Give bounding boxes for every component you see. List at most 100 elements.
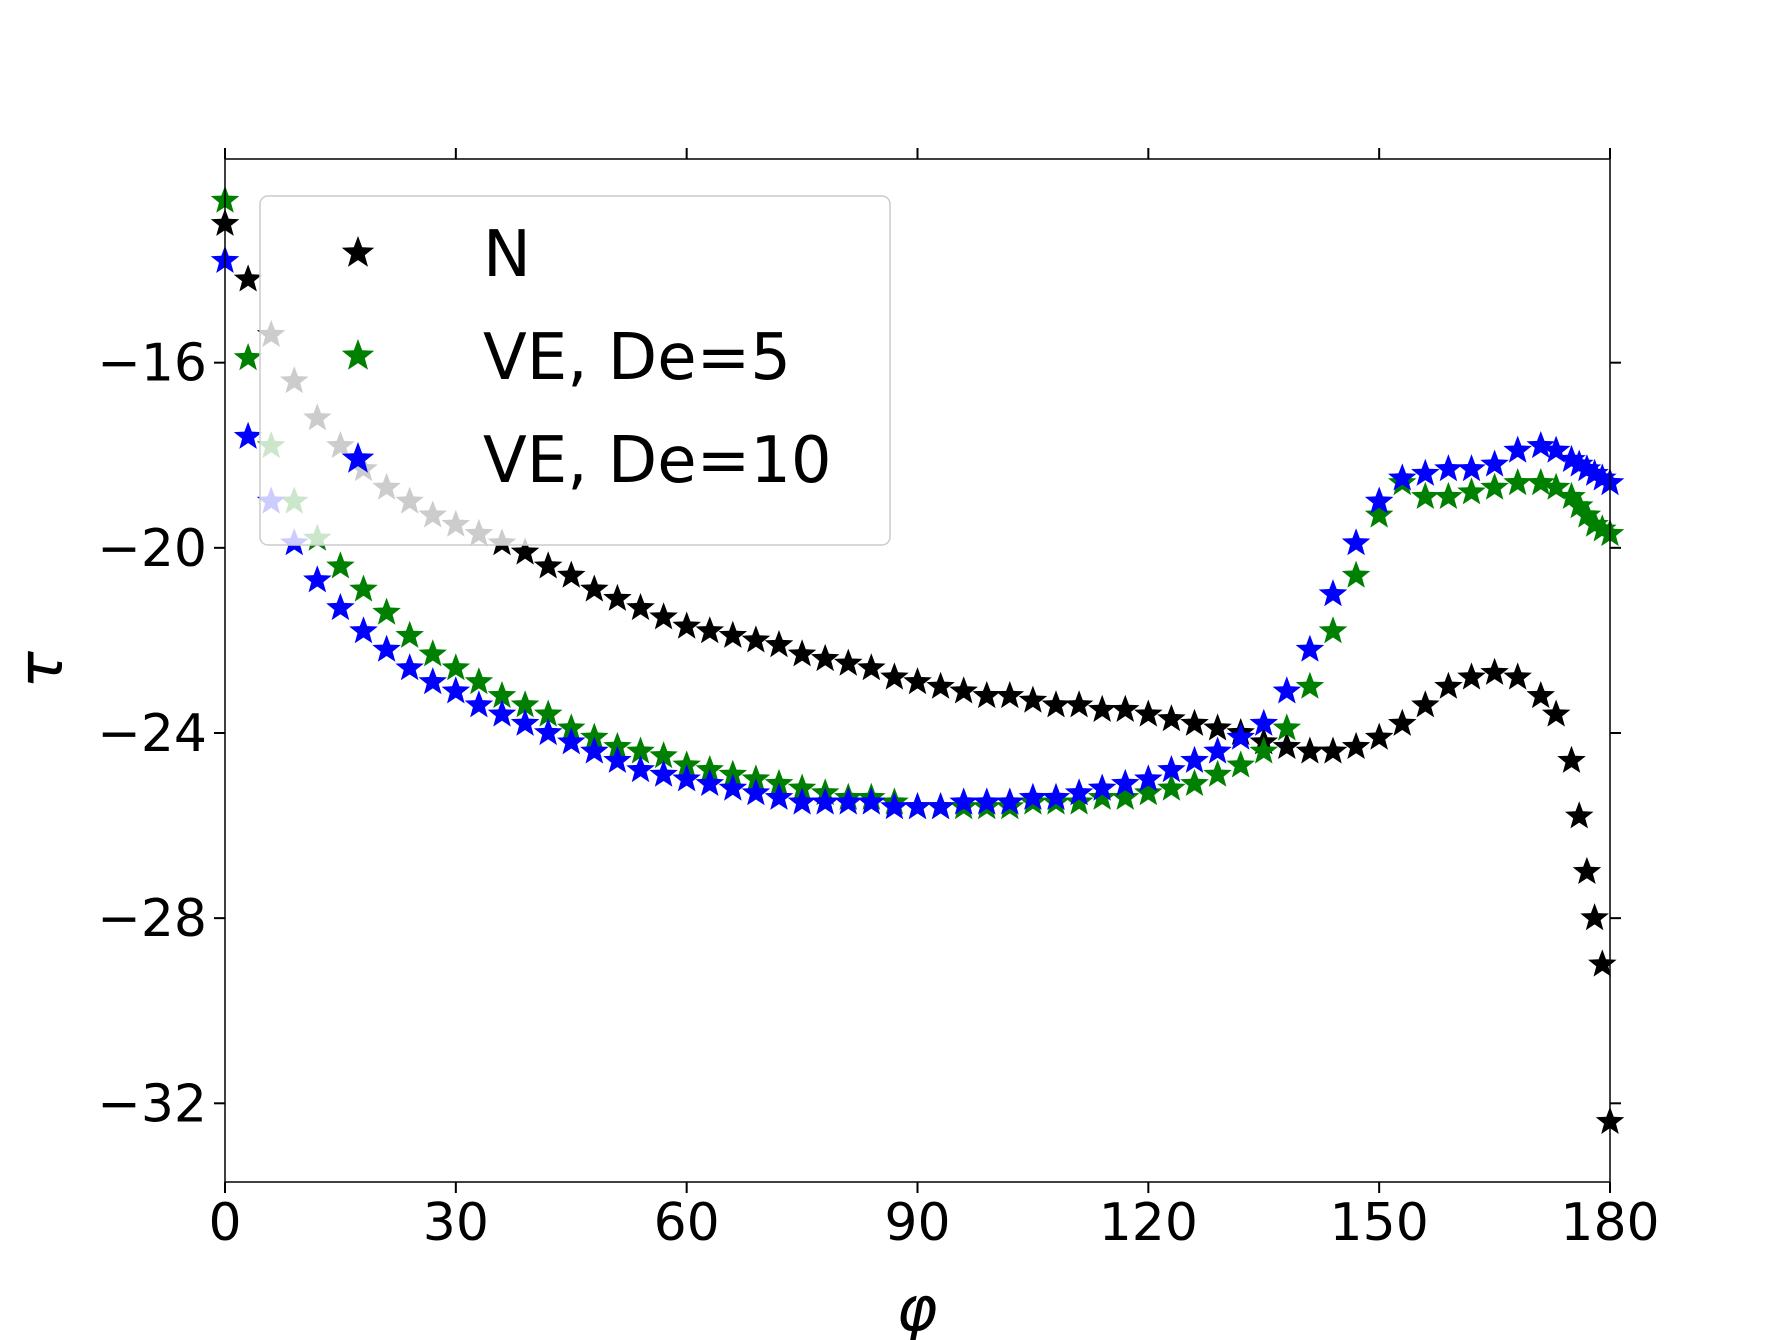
star-marker <box>1249 736 1278 764</box>
star-marker <box>1565 801 1594 829</box>
star-marker <box>1526 681 1555 709</box>
star-marker <box>1388 708 1417 736</box>
star-marker <box>1557 444 1586 472</box>
star-marker <box>1457 454 1486 482</box>
star-marker <box>395 653 424 681</box>
star-marker <box>1087 782 1117 810</box>
star-marker <box>233 264 263 292</box>
star-marker <box>510 708 540 736</box>
star-marker <box>441 653 471 681</box>
star-marker <box>233 343 263 371</box>
star-marker <box>903 792 932 820</box>
star-marker <box>1341 560 1371 588</box>
x-tick-label: 0 <box>208 1193 241 1253</box>
star-marker <box>1541 472 1571 500</box>
star-marker <box>1364 722 1394 750</box>
star-marker <box>1580 458 1609 486</box>
star-marker <box>1249 708 1278 736</box>
star-marker <box>1572 454 1602 482</box>
star-marker <box>857 653 886 681</box>
star-marker <box>834 648 863 676</box>
x-tick-label: 120 <box>1099 1193 1198 1253</box>
star-marker <box>672 611 701 639</box>
star-marker <box>1565 491 1594 519</box>
star-marker <box>949 676 978 704</box>
star-marker <box>972 787 1001 815</box>
star-marker <box>1134 764 1163 792</box>
star-marker <box>1364 500 1394 528</box>
star-marker <box>1157 773 1186 801</box>
star-marker <box>533 699 563 727</box>
star-marker <box>441 676 471 704</box>
star-marker <box>372 597 401 625</box>
star-marker <box>487 681 517 709</box>
star-marker <box>1503 468 1532 496</box>
star-marker <box>1526 468 1555 496</box>
star-marker <box>557 713 586 741</box>
star-marker <box>1364 486 1394 514</box>
star-marker <box>580 736 609 764</box>
star-marker <box>349 574 378 602</box>
star-marker <box>1295 671 1325 699</box>
star-marker <box>695 616 724 644</box>
legend-label: VE, De=5 <box>483 321 791 395</box>
star-marker <box>626 736 655 764</box>
star-marker <box>580 722 609 750</box>
star-marker <box>1503 662 1532 690</box>
star-marker <box>741 778 771 806</box>
star-marker <box>1018 685 1048 713</box>
star-marker <box>1588 514 1617 542</box>
star-marker <box>557 727 586 755</box>
star-marker <box>1565 449 1594 477</box>
star-marker <box>764 782 794 810</box>
star-marker <box>718 759 748 787</box>
star-marker <box>1087 773 1117 801</box>
star-marker <box>1041 782 1071 810</box>
star-marker <box>741 625 771 653</box>
star-marker <box>418 639 447 667</box>
star-marker <box>649 759 678 787</box>
star-marker <box>857 787 886 815</box>
star-marker <box>1480 472 1509 500</box>
star-marker <box>1064 690 1094 718</box>
star-marker <box>1411 690 1440 718</box>
star-marker <box>1134 699 1163 727</box>
star-marker <box>926 792 955 820</box>
star-marker <box>995 681 1025 709</box>
star-marker <box>787 639 817 667</box>
star-marker <box>1157 704 1186 732</box>
star-marker <box>1457 662 1486 690</box>
star-marker <box>233 421 263 449</box>
x-tick-label: 30 <box>423 1193 489 1253</box>
star-marker <box>372 634 401 662</box>
star-marker <box>1580 509 1609 537</box>
star-marker <box>1064 787 1094 815</box>
star-marker <box>1457 477 1486 505</box>
star-marker <box>603 745 632 773</box>
star-marker <box>510 537 540 565</box>
star-marker <box>1318 579 1348 607</box>
star-marker <box>764 630 794 658</box>
star-marker <box>880 792 909 820</box>
y-tick-label: −28 <box>97 889 207 949</box>
star-marker <box>1203 736 1232 764</box>
star-marker <box>603 583 632 611</box>
star-marker <box>1572 500 1602 528</box>
star-marker <box>926 671 955 699</box>
legend-marker <box>341 339 375 370</box>
star-marker <box>787 787 817 815</box>
star-marker <box>672 764 701 792</box>
star-marker <box>903 667 932 695</box>
y-tick-label: −32 <box>97 1074 207 1134</box>
star-marker <box>1480 449 1509 477</box>
star-marker <box>1180 708 1209 736</box>
star-marker <box>1272 731 1302 759</box>
plot-frame <box>224 158 1611 1183</box>
y-tick-label: −24 <box>97 704 207 764</box>
star-marker <box>1111 768 1140 796</box>
star-marker <box>718 773 748 801</box>
star-marker <box>603 731 632 759</box>
star-marker <box>464 690 494 718</box>
